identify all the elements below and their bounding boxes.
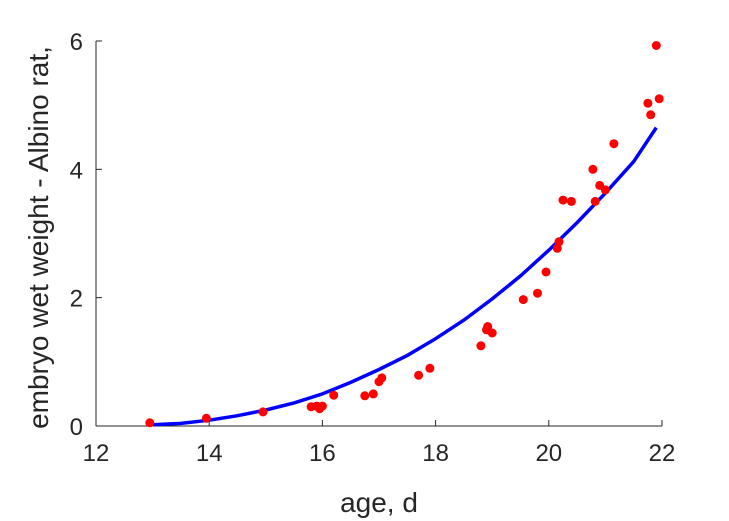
data-point	[646, 110, 656, 120]
data-point	[600, 185, 610, 195]
x-tick-label: 18	[422, 440, 449, 467]
data-point	[487, 328, 497, 338]
y-tick-label: 4	[70, 157, 83, 184]
data-point	[377, 373, 387, 383]
data-point	[329, 390, 339, 400]
data-point	[541, 267, 551, 277]
x-axis-label: age, d	[340, 487, 418, 518]
data-points	[145, 41, 664, 428]
data-point	[554, 237, 564, 247]
axes	[95, 41, 662, 427]
data-point	[476, 341, 486, 351]
y-axis-label: embryo wet weight - Albino rat,	[23, 46, 54, 429]
y-tick-label: 0	[70, 414, 83, 441]
x-tick-label: 12	[83, 440, 110, 467]
x-tick-label: 20	[535, 440, 562, 467]
data-point	[483, 322, 493, 331]
data-point	[590, 196, 600, 206]
data-point	[643, 98, 653, 108]
data-point	[609, 139, 619, 149]
data-point	[425, 363, 435, 373]
y-tick-label: 6	[70, 29, 83, 56]
data-point	[533, 288, 542, 298]
data-point	[651, 41, 661, 50]
data-point	[588, 164, 598, 174]
x-tick-label: 22	[649, 440, 676, 467]
data-point	[360, 391, 370, 401]
data-point	[558, 195, 568, 205]
data-point	[654, 94, 664, 104]
data-point	[317, 401, 327, 411]
data-point	[566, 196, 576, 206]
data-point	[368, 389, 378, 399]
y-tick-label: 2	[70, 286, 83, 313]
data-point	[145, 418, 155, 428]
x-tick-label: 14	[196, 440, 223, 467]
data-point	[518, 295, 528, 305]
x-tick-label: 16	[309, 440, 336, 467]
fit-curve	[152, 126, 658, 427]
data-point	[258, 407, 268, 417]
ticks: 12 14 16 18 20 22 0 2 4 6	[70, 29, 676, 467]
data-point	[414, 370, 424, 380]
data-point	[201, 413, 211, 423]
